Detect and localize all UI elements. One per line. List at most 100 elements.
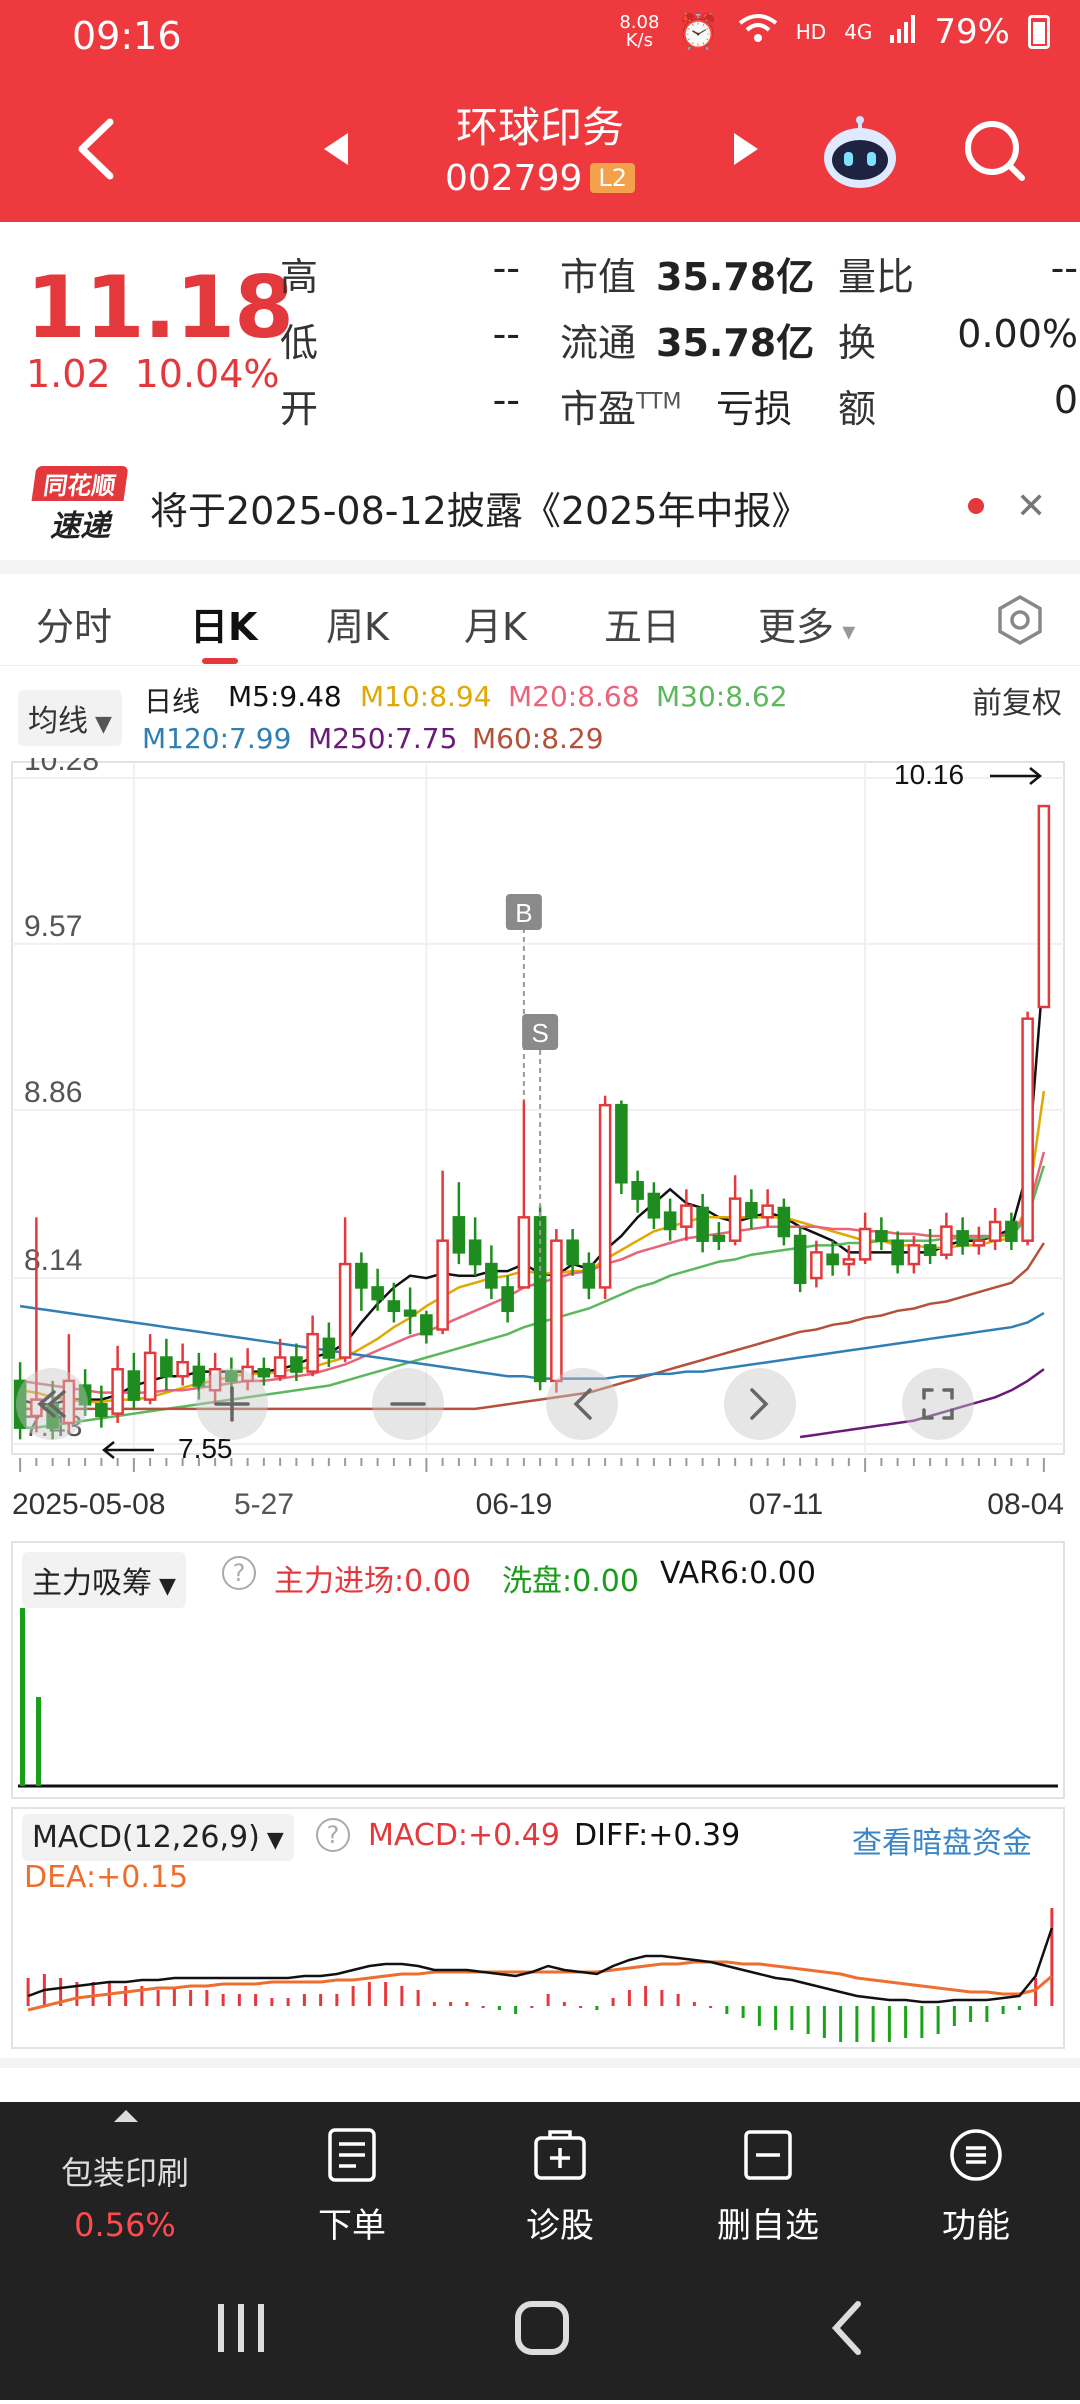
tab-more[interactable]: 更多 ▾ [758,605,856,649]
news-banner[interactable]: 同花顺 速递 将于2025-08-12披露《2025年中报》 ✕ [0,456,1080,556]
panel-frame [11,1807,1065,2049]
candle-body [257,1367,271,1378]
candle-body [891,1239,904,1266]
ma10-label: M10:8.94 [360,680,492,713]
main-force-entry: 主力进场:0.00 [274,1564,471,1599]
tab-daily-k[interactable]: 日K [190,605,258,649]
scroll-right-button[interactable] [724,1368,796,1440]
sector-button[interactable]: 包装印刷 0.56% [20,2102,230,2270]
turnover-label: 换 [838,321,877,365]
unread-dot [968,498,984,514]
next-stock-button[interactable] [730,129,764,169]
tab-five-day[interactable]: 五日 [604,605,681,649]
candle-body [306,1332,319,1373]
ma-line-m10 [19,1090,1046,1404]
battery-icon [1028,15,1050,49]
dea-line [27,1960,1053,2012]
y-tick-label: 10.28 [24,758,99,777]
stock-nav-row: 环球印务 002799 L2 [0,84,1080,214]
search-button[interactable] [960,116,1030,186]
order-button[interactable]: 下单 [252,2102,452,2270]
candle-body [160,1356,173,1378]
vol-ratio-label: 量比 [838,255,915,299]
net-speed: 8.08 K/s [619,12,660,51]
candle-body [550,1239,563,1383]
sub1-indicator-selector[interactable]: 主力吸筹 ▼ [22,1552,186,1608]
candle-body [566,1239,579,1266]
x-tick-label: 06-19 [476,1488,553,1518]
x-tick-label: 5-27 [234,1488,294,1518]
rewind-button[interactable] [16,1368,88,1440]
functions-button[interactable]: 功能 [876,2102,1076,2270]
candle-body [517,1216,531,1289]
sell-marker [522,1014,559,1050]
fullscreen-button[interactable] [902,1368,974,1440]
amount-value: 0 [1053,378,1078,422]
tab-intraday[interactable]: 分时 [36,605,113,649]
ai-assistant-button[interactable] [820,114,900,190]
close-button[interactable]: ✕ [1016,486,1047,527]
candle-body [208,1367,222,1392]
amount-label: 额 [838,387,877,431]
chart-settings-button[interactable] [994,594,1046,646]
caret-up-icon [114,2110,138,2122]
signal-label: 4G [844,20,873,44]
news-logo: 同花顺 速递 [31,466,129,544]
kline-chart[interactable]: 10.289.578.868.147.43BS10.167.552025-05-… [0,744,1080,1521]
back-nav-icon[interactable] [831,2301,861,2355]
status-indicators: 8.08 K/s ⏰ HD 4G 79% [619,12,1050,52]
scroll-left-button[interactable] [546,1368,618,1440]
ma-line-m20 [19,1151,1046,1394]
candle-body [1037,804,1051,1009]
zoom-in-button[interactable] [196,1368,268,1440]
back-button[interactable] [68,114,128,184]
washout-value: 洗盘:0.00 [502,1564,639,1599]
candle-body [680,1204,693,1228]
dark-pool-link[interactable]: 查看暗盘资金 [852,1826,1032,1861]
change-percent: 10.04% [134,352,280,396]
diagnose-button[interactable]: 诊股 [460,2102,660,2270]
prev-stock-button[interactable] [318,129,352,169]
vol-ratio-value: -- [1050,246,1078,290]
control-glyph [214,1386,250,1422]
ma60-label: M60:8.29 [472,722,604,755]
chart-frame [11,761,1065,1455]
hexagon-settings-icon [998,594,1042,646]
candle-body [712,1234,726,1242]
high-value: -- [492,246,520,290]
price-adjust-mode[interactable]: 前复权 [972,686,1062,721]
candle-body [127,1370,141,1401]
pe-ttm-sup: TTM [636,389,682,415]
help-icon[interactable]: ? [222,1556,256,1590]
control-circle [902,1368,974,1440]
candle-body [972,1239,986,1247]
pe-value: 亏损 [716,387,793,431]
triangle-left-icon [324,133,348,165]
var6-value: VAR6:0.00 [660,1556,816,1591]
tab-weekly-k[interactable]: 周K [326,605,389,649]
macd-indicator-selector[interactable]: MACD(12,26,9) ▼ [22,1814,294,1861]
remove-watchlist-button[interactable]: 删自选 [668,2102,868,2270]
home-icon[interactable] [515,2301,569,2355]
help-icon[interactable]: ? [316,1818,350,1852]
candle-body [322,1337,336,1359]
candle-body [696,1206,709,1242]
ma-line-m5 [19,964,1046,1406]
order-form-icon [328,2128,376,2182]
tab-monthly-k[interactable]: 月K [464,605,527,649]
candle-body [452,1216,466,1254]
control-glyph [750,1388,769,1420]
recent-apps-icon[interactable] [218,2304,264,2352]
diff-line [27,1927,1054,2004]
level2-badge[interactable]: L2 [590,163,636,193]
caret-down-icon: ▼ [259,1828,284,1853]
zoom-out-button[interactable] [372,1368,444,1440]
candle-body [143,1351,157,1401]
indicator-selector[interactable]: 均线 ▼ [18,690,122,746]
arrow-right-icon [990,767,1043,785]
caret-down-icon: ▾ [834,617,856,647]
candle-body [192,1365,206,1387]
pe-label: 市盈TTM [560,387,682,431]
arrow-left-icon [101,1441,154,1459]
x-tick-label: 2025-05-08 [12,1488,165,1518]
